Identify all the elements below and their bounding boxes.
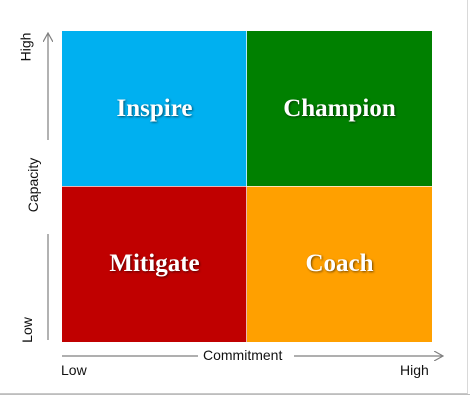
quadrant-mitigate: Mitigate: [62, 186, 247, 342]
x-axis-low-label: Low: [61, 362, 87, 378]
y-axis-high-label: High: [17, 32, 34, 62]
quadrant-champion: Champion: [247, 31, 432, 186]
quadrant-inspire-label: Inspire: [116, 94, 193, 122]
y-axis-title: Capacity: [25, 157, 42, 213]
y-axis-low-label: Low: [18, 317, 35, 343]
quadrant-coach-label: Coach: [305, 250, 374, 277]
x-axis-title: Commitment: [203, 347, 283, 363]
slide-frame: [0, 0, 468, 394]
x-axis-high-label: High: [400, 362, 429, 378]
quadrant-inspire: Inspire: [62, 31, 247, 186]
quadrant-mitigate-label: Mitigate: [109, 250, 200, 277]
horizontal-divider: [62, 186, 432, 187]
quadrant-coach: Coach: [247, 186, 432, 342]
quadrant-champion-label: Champion: [283, 94, 396, 122]
bottom-strip: [0, 394, 470, 411]
